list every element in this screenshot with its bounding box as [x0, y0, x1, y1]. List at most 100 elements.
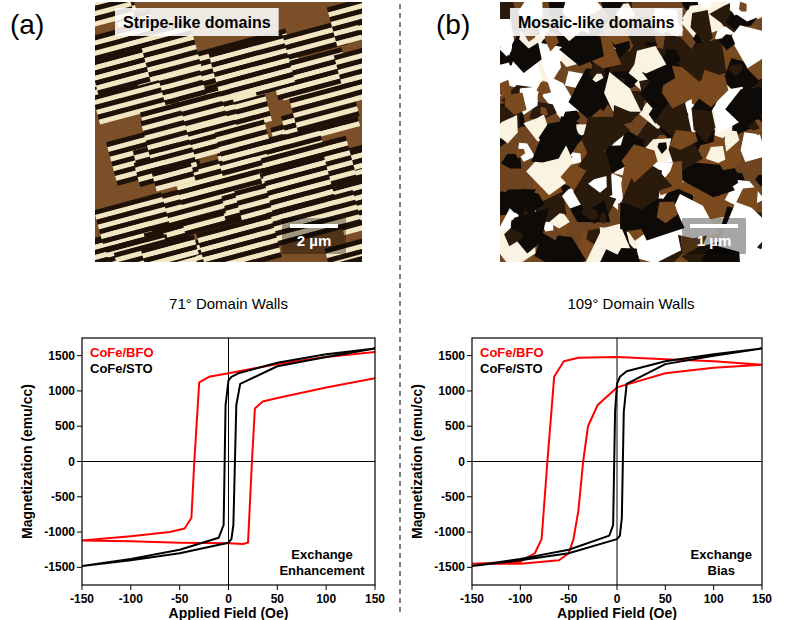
mosaic-domain: [755, 175, 762, 187]
mosaic-domain: [692, 109, 716, 143]
hysteresis-loop: [82, 349, 375, 566]
mosaic-domain: [549, 213, 570, 228]
x-tick: [375, 585, 376, 590]
zero-line: [82, 461, 375, 462]
stripe-patch: [141, 235, 199, 262]
annotation: ExchangeEnhancement: [279, 547, 365, 578]
mosaic-domain: [706, 146, 726, 163]
stripe-patch: [357, 5, 362, 55]
mosaic-domain: [741, 132, 762, 162]
mosaic-domain: [560, 111, 581, 131]
image-title: Mosaic-like domains: [518, 14, 675, 31]
stripe: [181, 179, 263, 205]
stripe: [272, 194, 335, 215]
mosaic-domain: [678, 38, 727, 81]
y-tick-label: 1000: [438, 384, 465, 398]
stripe-patch: [327, 2, 362, 46]
background: [0, 0, 791, 620]
mosaic-domain: [504, 228, 524, 246]
y-tick-label: 1500: [438, 349, 465, 363]
y-tick: [467, 355, 472, 356]
legend-entry: CoFe/STO: [480, 361, 543, 376]
legend-entry: CoFe/BFO: [480, 345, 544, 360]
panel-caption: 109° Domain Walls: [567, 295, 694, 312]
y-tick-label: 0: [458, 455, 465, 469]
mosaic-domain: [505, 93, 527, 116]
x-tick-label: -150: [460, 592, 484, 606]
y-tick-label: 1000: [48, 384, 75, 398]
x-tick: [277, 585, 278, 590]
x-tick-label: 50: [271, 592, 285, 606]
stripe-patch: [208, 33, 295, 101]
mosaic-domain: [578, 145, 612, 174]
y-tick: [77, 390, 82, 391]
y-tick: [467, 390, 472, 391]
x-tick-label: 150: [365, 592, 385, 606]
stripe: [220, 77, 295, 102]
y-tick-label: 1500: [48, 349, 75, 363]
y-tick-label: -1000: [44, 525, 75, 539]
mosaic-domain: [696, 70, 728, 107]
stripe: [164, 90, 206, 106]
y-tick: [77, 355, 82, 356]
zero-line: [472, 461, 762, 462]
x-tick: [326, 585, 327, 590]
stripe: [360, 14, 362, 35]
annotation-line: Bias: [708, 563, 735, 578]
x-tick-label: 150: [752, 592, 772, 606]
image-ground: [500, 2, 762, 262]
mosaic-domain: [719, 34, 735, 50]
mosaic-domain: [573, 168, 612, 212]
scale-bar-box: [682, 218, 746, 254]
mosaic-domain: [599, 211, 606, 224]
stripe-patch: [95, 192, 170, 244]
plot-frame: [82, 338, 375, 585]
x-tick-label: 100: [704, 592, 724, 606]
mosaic-domain: [500, 39, 512, 57]
y-tick-label: -1500: [44, 560, 75, 574]
y-tick-label: -1500: [434, 560, 465, 574]
y-tick-label: 0: [68, 455, 75, 469]
mosaic-domain: [515, 188, 544, 213]
image-title-box: [510, 8, 683, 36]
y-axis-title: Magnetization (emu/cc): [19, 384, 35, 539]
y-axis-title: Magnetization (emu/cc): [409, 384, 425, 539]
x-tick: [82, 585, 83, 590]
x-tick: [665, 585, 666, 590]
mosaic-domain: [634, 46, 667, 73]
mosaic-domain: [691, 10, 713, 44]
mosaic-domain: [670, 130, 698, 150]
mosaic-domain: [515, 149, 525, 159]
y-tick-label: 500: [445, 419, 465, 433]
domain-image: [500, 2, 762, 262]
x-axis-title: Applied Field (Oe): [169, 605, 289, 620]
y-tick: [467, 567, 472, 568]
mosaic-domain: [604, 72, 641, 112]
x-tick-label: -50: [171, 592, 189, 606]
annotation-line: Exchange: [291, 547, 352, 562]
x-tick: [130, 585, 131, 590]
stripe-patch: [262, 155, 336, 215]
x-tick: [762, 585, 763, 590]
stripe: [348, 253, 362, 262]
x-tick: [617, 585, 618, 590]
y-tick-label: 500: [55, 419, 75, 433]
scale-bar-label: 1 µm: [697, 232, 732, 249]
stripe: [349, 258, 362, 262]
x-tick: [228, 585, 229, 590]
y-tick-label: -1000: [434, 525, 465, 539]
stripe: [361, 19, 362, 40]
y-tick: [77, 496, 82, 497]
mosaic-domain: [730, 2, 762, 22]
stripe: [297, 111, 360, 132]
stripe: [357, 5, 362, 26]
figure: (a)Stripe-like domains2 µm71° Domain Wal…: [0, 0, 791, 620]
mosaic-domain: [600, 227, 611, 239]
y-tick: [467, 496, 472, 497]
stripe: [221, 144, 271, 162]
stripe-patch: [95, 48, 151, 96]
x-tick-label: 0: [614, 592, 621, 606]
mosaic-domain: [559, 31, 604, 66]
panel-label: (a): [10, 9, 44, 40]
x-tick-label: 0: [225, 592, 232, 606]
